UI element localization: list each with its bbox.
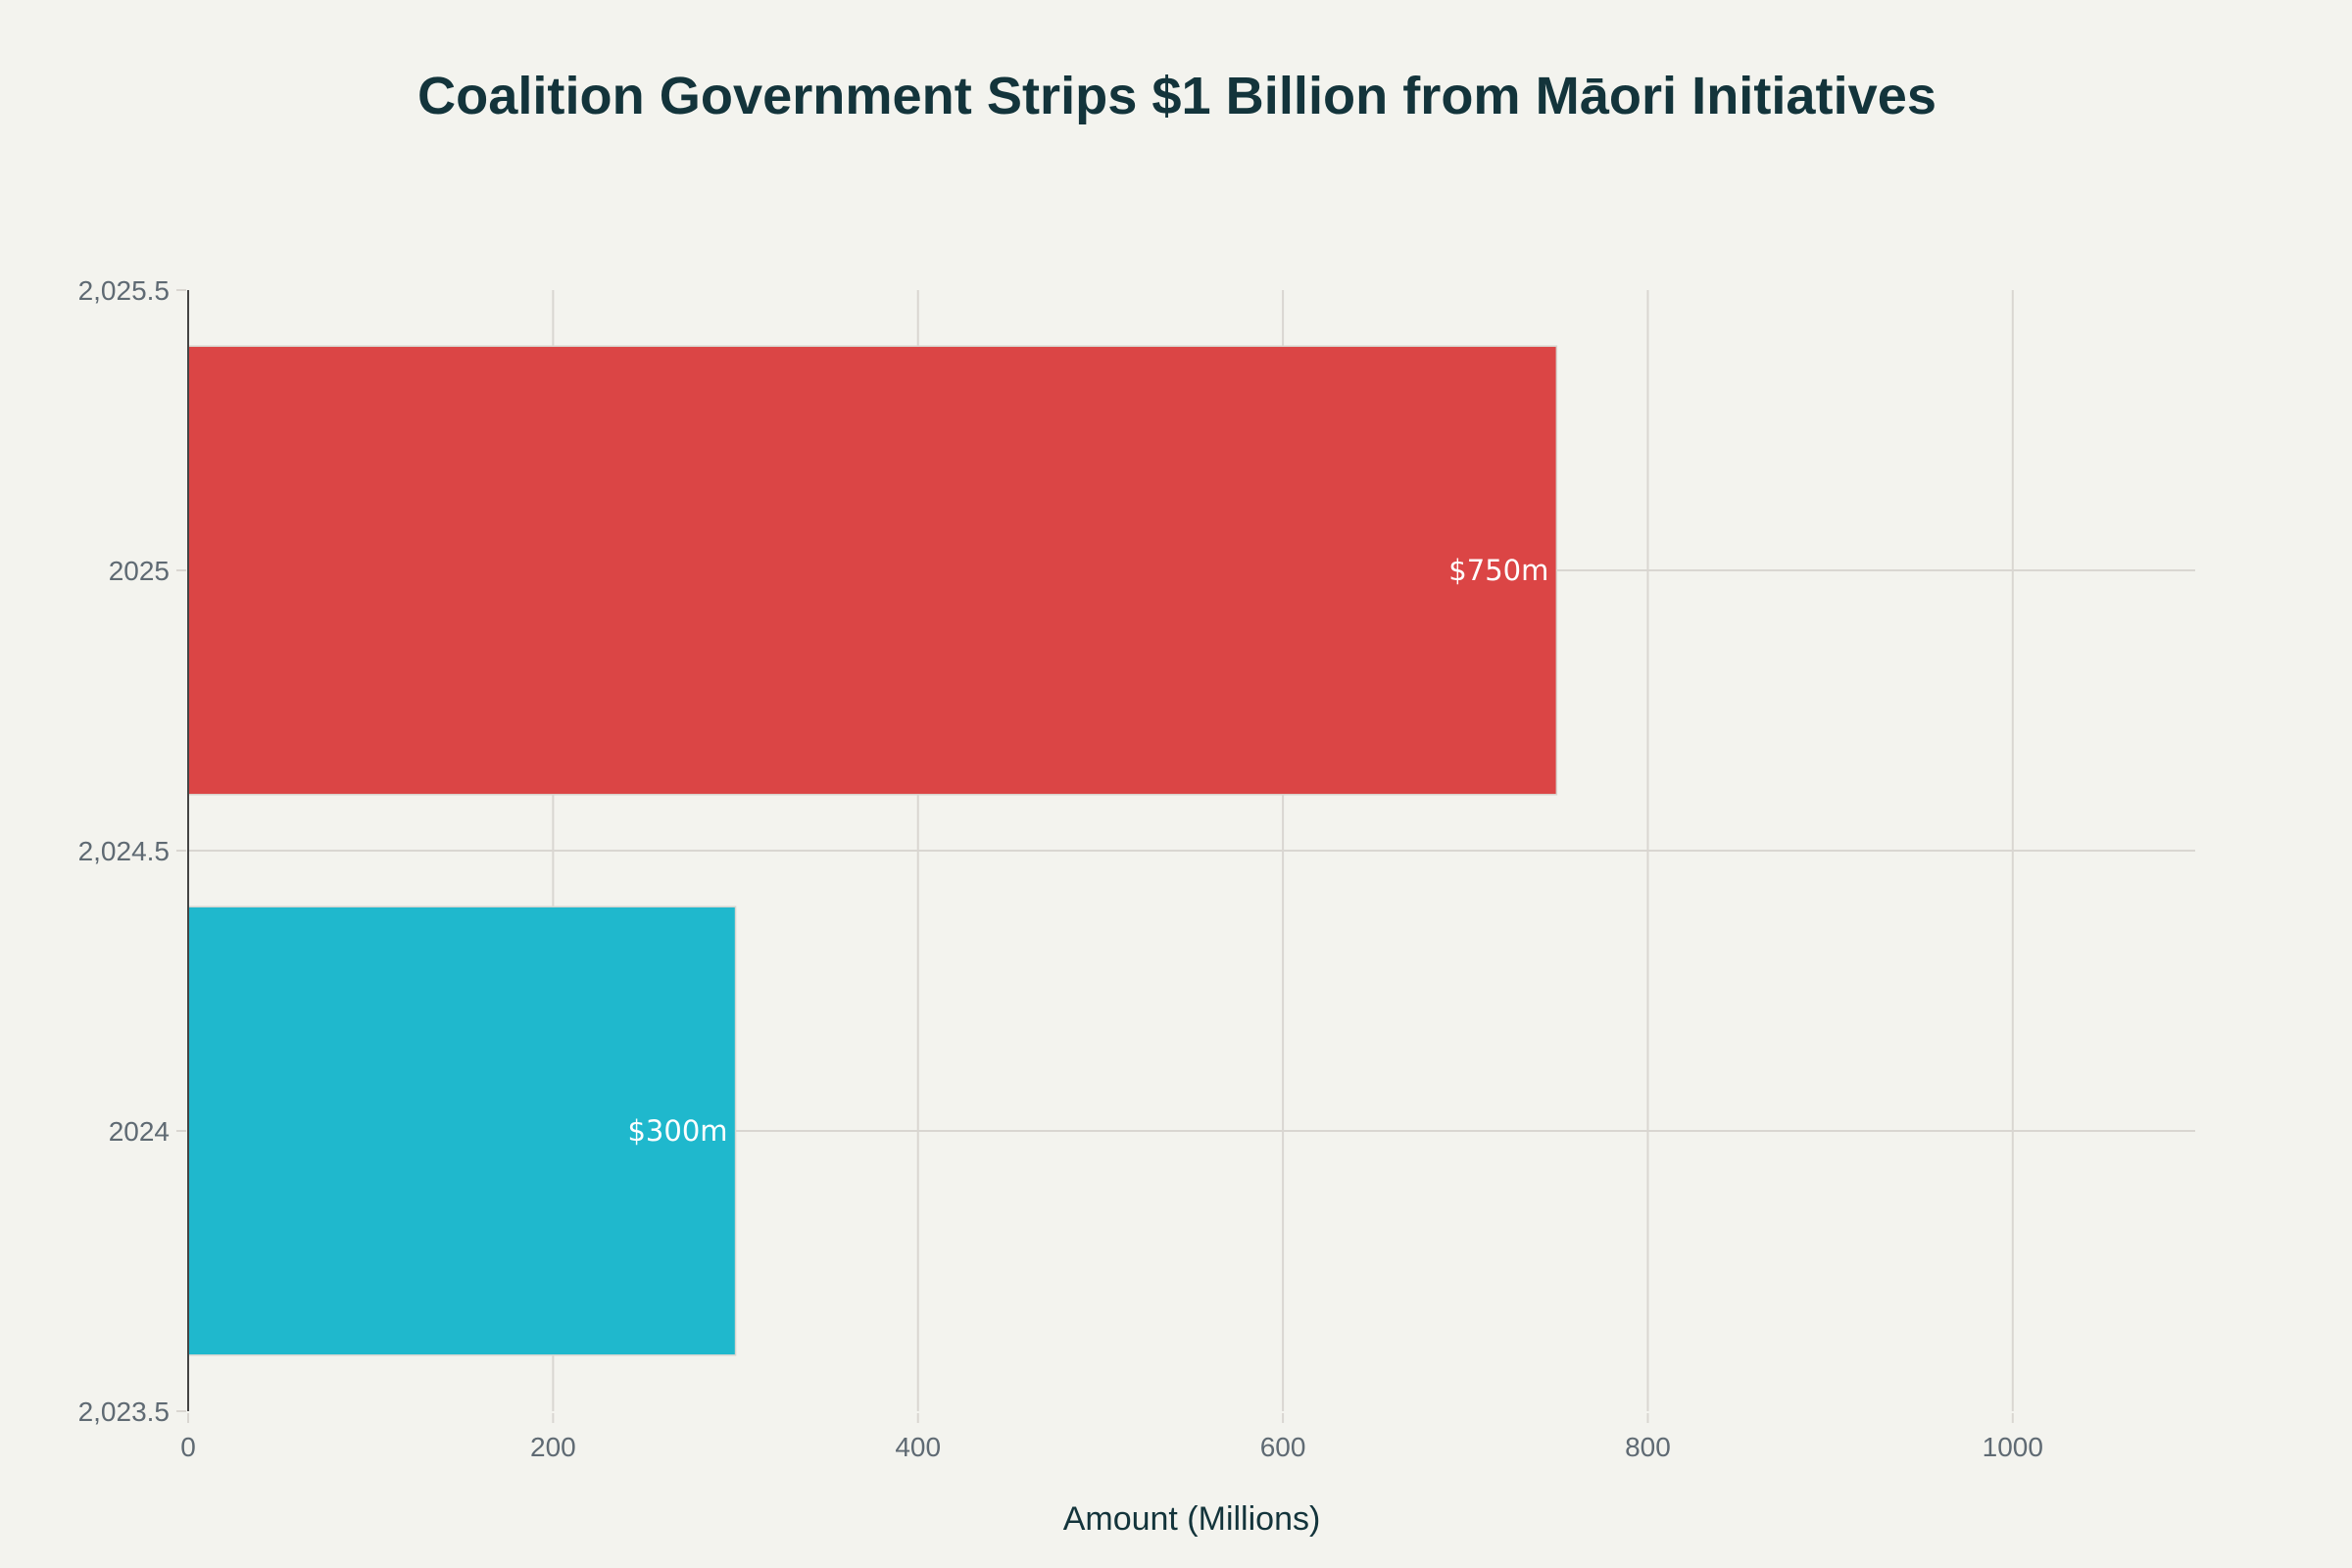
x-tick-label: 0	[180, 1432, 196, 1462]
y-tick-label: 2,025.5	[78, 275, 170, 306]
x-tick-label: 1000	[1983, 1432, 2043, 1462]
chart-title: Coalition Government Strips $1 Billion f…	[417, 67, 1936, 125]
bar-label-2024: $300m	[627, 1114, 727, 1148]
y-tick-label: 2024	[109, 1116, 170, 1147]
x-tick-label: 400	[895, 1432, 941, 1462]
x-tick-label: 600	[1260, 1432, 1306, 1462]
x-tick-label: 800	[1625, 1432, 1671, 1462]
bar-label-2025: $750m	[1448, 554, 1548, 587]
y-tick-label: 2,024.5	[78, 836, 170, 866]
bar-labels: $300m $750m	[627, 554, 1548, 1148]
y-tick-label: 2025	[109, 556, 170, 586]
axes: 0 200 400 600 800 1000 2,023.5 2024 2,024.5 2025 2…	[78, 275, 2043, 1462]
x-axis-title: Amount (Millions)	[1063, 1500, 1321, 1538]
bars	[187, 345, 1558, 1356]
bar-2025	[187, 345, 1558, 796]
x-tick-label: 200	[530, 1432, 576, 1462]
bar-2024	[187, 906, 737, 1356]
y-tick-label: 2,023.5	[78, 1396, 170, 1427]
